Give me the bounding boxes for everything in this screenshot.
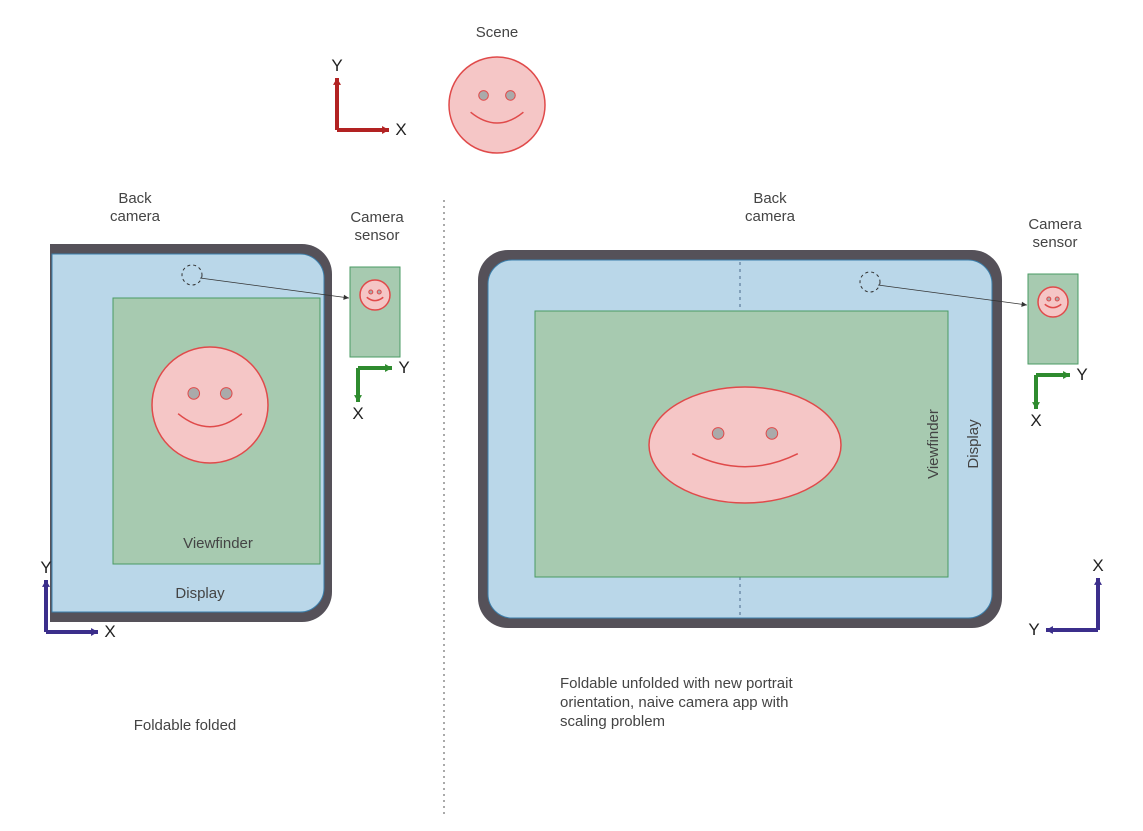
axis-device-folded-y-head bbox=[42, 580, 50, 587]
sensor-face-unfolded-eye bbox=[1047, 297, 1051, 301]
scene-face-eye bbox=[506, 91, 516, 101]
axis-device-unfolded-y-head bbox=[1046, 626, 1053, 634]
axis-sensor-folded-ylabel: Y bbox=[398, 358, 409, 377]
sensor-face-unfolded bbox=[1038, 287, 1068, 317]
axis-device-unfolded-x-head bbox=[1094, 578, 1102, 585]
back-camera-label-unfolded: Back bbox=[753, 190, 787, 207]
axis-device-unfolded-xlabel: X bbox=[1092, 556, 1103, 575]
lens-to-sensor-unfolded-head bbox=[1021, 302, 1027, 307]
axis-device-unfolded-ylabel: Y bbox=[1028, 620, 1039, 639]
caption-unfolded: Foldable unfolded with new portrait bbox=[560, 675, 793, 692]
viewfinder-face-unfolded-eye bbox=[712, 428, 724, 440]
sensor-face-folded bbox=[360, 280, 390, 310]
axis-world-xlabel: X bbox=[395, 120, 406, 139]
viewfinder-face-folded-eye bbox=[220, 388, 232, 400]
sensor-face-unfolded-eye bbox=[1055, 297, 1059, 301]
viewfinder-face-unfolded-eye bbox=[766, 428, 778, 440]
axis-world-x-head bbox=[382, 126, 389, 134]
back-camera-label-unfolded: camera bbox=[745, 208, 796, 225]
back-camera-label-folded: camera bbox=[110, 208, 161, 225]
axis-sensor-folded-x-head bbox=[354, 395, 362, 402]
caption-unfolded: orientation, naive camera app with bbox=[560, 694, 788, 711]
camera-sensor-label-unfolded: sensor bbox=[1032, 234, 1077, 251]
viewfinder-label-folded: Viewfinder bbox=[183, 535, 253, 552]
camera-sensor-label-unfolded: Camera bbox=[1028, 216, 1082, 233]
axis-sensor-unfolded-x-head bbox=[1032, 402, 1040, 409]
sensor-face-folded-eye bbox=[377, 290, 381, 294]
viewfinder-face-folded bbox=[152, 347, 268, 463]
axis-device-folded-ylabel: Y bbox=[40, 558, 51, 577]
viewfinder-label-unfolded: Viewfinder bbox=[925, 409, 942, 479]
caption-unfolded: scaling problem bbox=[560, 713, 665, 730]
viewfinder-face-folded-eye bbox=[188, 388, 200, 400]
axis-sensor-unfolded-y-head bbox=[1063, 371, 1070, 379]
viewfinder-face-unfolded bbox=[649, 387, 841, 503]
camera-sensor-label-folded: sensor bbox=[354, 227, 399, 244]
lens-to-sensor-folded-head bbox=[343, 295, 349, 300]
sensor-face-folded-eye bbox=[369, 290, 373, 294]
scene-face-eye bbox=[479, 91, 489, 101]
caption-folded: Foldable folded bbox=[134, 717, 237, 734]
axis-sensor-folded-y-head bbox=[385, 364, 392, 372]
axis-sensor-unfolded-ylabel: Y bbox=[1076, 365, 1087, 384]
axis-sensor-folded-xlabel: X bbox=[352, 404, 363, 423]
scene-face bbox=[449, 57, 545, 153]
back-camera-label-folded: Back bbox=[118, 190, 152, 207]
axis-world-y-head bbox=[333, 78, 341, 85]
axis-world-ylabel: Y bbox=[331, 56, 342, 75]
camera-sensor-label-folded: Camera bbox=[350, 209, 404, 226]
axis-sensor-unfolded-xlabel: X bbox=[1030, 411, 1041, 430]
display-label-folded: Display bbox=[175, 585, 225, 602]
axis-device-folded-xlabel: X bbox=[104, 622, 115, 641]
scene-label: Scene bbox=[476, 24, 519, 41]
axis-device-folded-x-head bbox=[91, 628, 98, 636]
display-label-unfolded: Display bbox=[965, 419, 982, 469]
